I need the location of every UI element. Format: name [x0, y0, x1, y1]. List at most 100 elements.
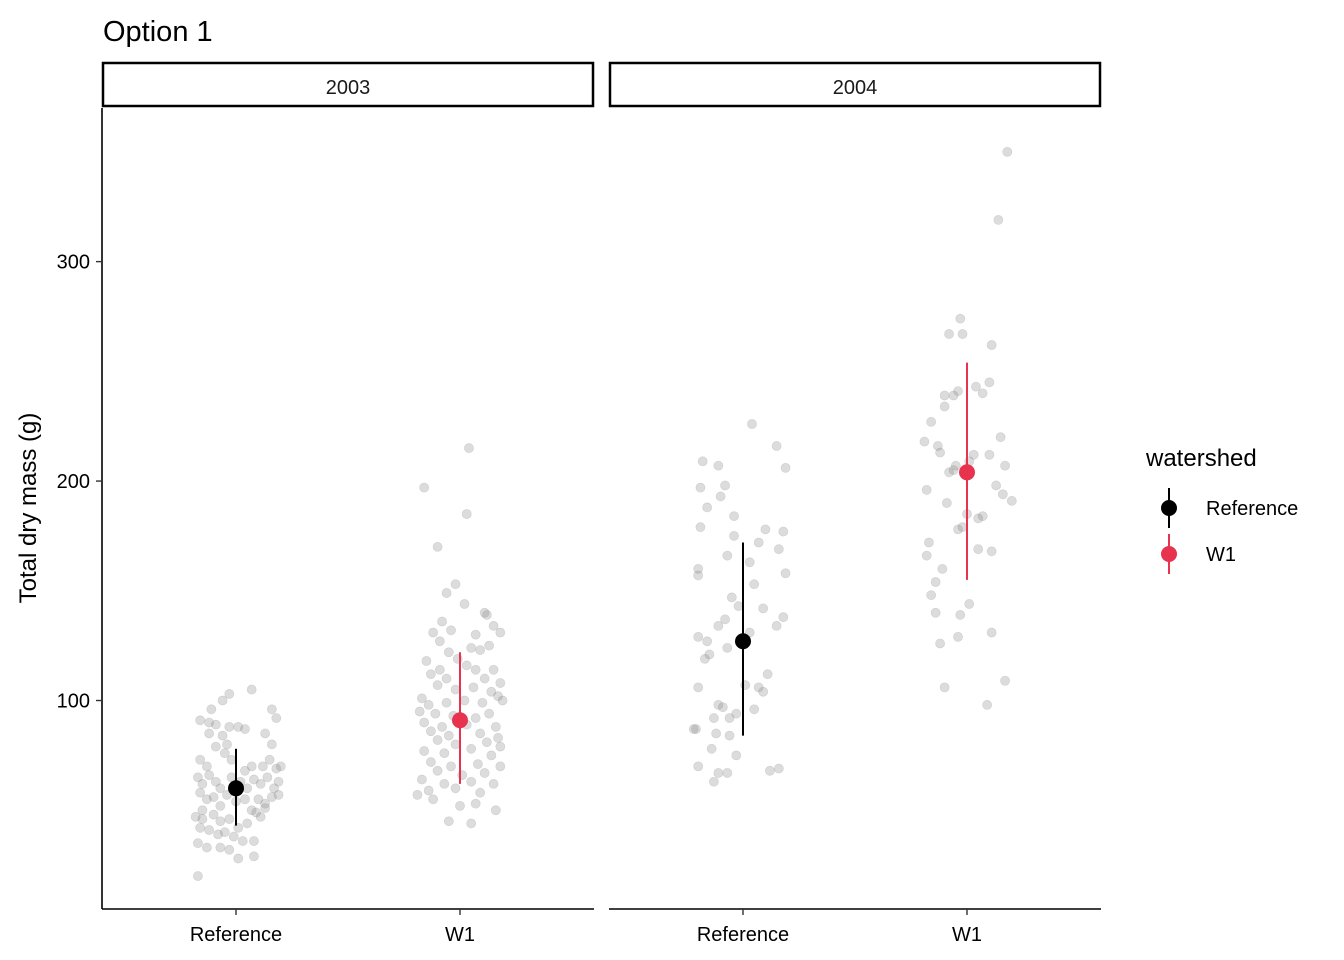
raw-point: [702, 502, 713, 513]
raw-point: [204, 825, 215, 835]
raw-point: [249, 851, 259, 862]
raw-point: [432, 680, 443, 691]
raw-points-W1: [919, 146, 1017, 710]
raw-point: [997, 489, 1008, 500]
raw-point: [240, 765, 250, 776]
raw-point: [446, 761, 456, 772]
raw-point: [758, 686, 769, 697]
legend-label: W1: [1206, 544, 1236, 566]
y-axis-title: Total dry mass (g): [15, 413, 42, 604]
raw-point: [459, 695, 470, 706]
raw-point: [495, 761, 506, 772]
raw-point: [257, 761, 268, 772]
raw-point: [441, 673, 452, 684]
raw-point: [434, 636, 445, 647]
raw-point: [722, 642, 733, 653]
raw-point: [262, 772, 273, 783]
x-tick-label: W1: [952, 924, 982, 946]
raw-point: [432, 735, 443, 745]
raw-point: [428, 794, 439, 805]
raw-point: [495, 678, 506, 688]
raw-point: [930, 577, 941, 587]
facet-strip: [101, 61, 595, 108]
raw-point: [713, 621, 724, 631]
raw-point: [955, 610, 966, 620]
raw-point: [935, 447, 946, 458]
mean-point: [959, 464, 975, 481]
raw-point: [470, 629, 481, 640]
raw-points-W1: [412, 443, 508, 829]
raw-point: [439, 748, 450, 759]
raw-point: [486, 750, 497, 761]
raw-point: [977, 511, 988, 522]
raw-point: [493, 732, 503, 743]
raw-point: [749, 579, 760, 590]
raw-point: [473, 759, 483, 770]
raw-point: [984, 377, 995, 388]
raw-point: [941, 498, 952, 508]
raw-point: [219, 827, 230, 838]
raw-point: [273, 776, 284, 787]
raw-point: [1000, 460, 1010, 471]
raw-point: [468, 682, 479, 693]
raw-point: [713, 700, 724, 710]
facet-strip: [608, 61, 1102, 108]
raw-points-Reference: [688, 419, 791, 787]
legend: watershed Reference W1: [1145, 445, 1298, 574]
raw-point: [1000, 675, 1010, 686]
raw-point: [421, 656, 432, 666]
raw-point: [711, 728, 722, 739]
raw-point: [481, 737, 492, 748]
raw-point: [493, 691, 503, 702]
raw-point: [488, 621, 499, 631]
raw-point: [210, 776, 221, 787]
raw-point: [702, 636, 713, 647]
raw-point: [470, 798, 481, 809]
raw-point: [441, 697, 452, 708]
raw-point: [193, 838, 203, 849]
raw-point: [481, 610, 492, 620]
raw-point: [753, 537, 764, 548]
raw-point: [691, 724, 701, 734]
raw-point: [771, 441, 782, 451]
raw-point: [459, 599, 470, 609]
raw-point: [419, 717, 430, 728]
raw-point: [771, 621, 782, 631]
raw-point: [717, 702, 728, 713]
raw-point: [982, 700, 993, 710]
raw-point: [466, 776, 477, 787]
raw-point: [964, 599, 975, 609]
raw-point: [495, 741, 506, 752]
raw-point: [731, 708, 742, 719]
raw-point: [924, 537, 934, 548]
raw-point: [773, 544, 784, 554]
raw-point: [255, 811, 266, 822]
raw-point: [217, 695, 228, 706]
raw-point: [432, 542, 443, 552]
raw-point: [233, 853, 244, 864]
raw-point: [939, 401, 950, 412]
legend-title: watershed: [1145, 445, 1257, 472]
raw-point: [217, 730, 228, 741]
raw-point: [973, 513, 984, 524]
raw-point: [260, 728, 271, 739]
raw-point: [986, 340, 997, 350]
raw-point: [190, 811, 201, 822]
raw-point: [226, 754, 237, 765]
raw-point: [926, 590, 937, 601]
facet-strip-label: 2003: [326, 77, 371, 99]
raw-point: [204, 770, 215, 781]
raw-point: [219, 748, 230, 759]
raw-point: [425, 726, 436, 737]
raw-point: [470, 713, 481, 723]
raw-point: [780, 568, 791, 579]
raw-point: [450, 739, 461, 750]
raw-point: [464, 443, 474, 454]
raw-point: [484, 708, 495, 719]
raw-point: [991, 480, 1002, 491]
raw-point: [921, 484, 932, 495]
raw-point: [484, 640, 495, 651]
raw-point: [971, 381, 981, 392]
y-tick-label: 200: [57, 471, 90, 493]
